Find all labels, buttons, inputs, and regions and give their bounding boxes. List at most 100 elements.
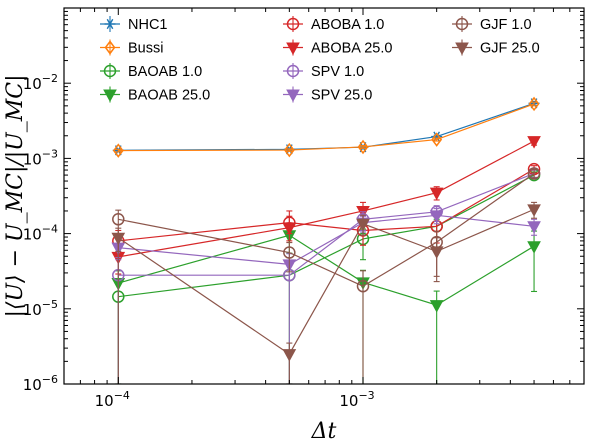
marker-diamond [431,132,443,147]
marker-circle [286,17,300,31]
series-line [118,172,535,287]
legend: NHC1 Bussi BAOAB 1.0 BAOAB 25.0 ABOBA 1.0 ABO… [100,16,540,104]
legend-item: Bussi [100,39,163,57]
legend-label: GJF 25.0 [480,41,540,57]
legend-item: GJF 25.0 [452,39,540,57]
marker-diamond [283,142,295,158]
marker-diamond [104,40,116,55]
legend-marker [286,64,300,78]
data-point [431,132,443,147]
y-axis-label: |⟨U⟩ − U_MC|/|U_MC| [3,75,28,318]
ticks-layer: 10−4 10−3 10−6 10−5 10−4 10−3 10−2 [23,7,585,410]
marker-triangle [527,241,541,254]
legend-marker [104,18,116,30]
marker-triangle [429,300,444,313]
marker-circle [455,17,469,31]
y-tick-label: 10−5 [23,298,58,319]
legend-marker [286,17,300,31]
data-point [527,167,541,180]
data-point [356,218,370,232]
y-tick-label: 10−3 [23,147,58,168]
legend-label: BAOAB 1.0 [128,64,202,80]
marker-circle [286,64,300,78]
data-point [527,241,541,254]
marker-triangle [455,42,469,56]
data-point [283,246,296,259]
legend-item: BAOAB 1.0 [100,63,202,80]
marker-triangle [286,42,300,56]
series-nhc1 [112,98,540,156]
data-point [528,96,540,112]
series-layer [111,96,541,384]
marker-diamond [112,143,124,158]
legend-item: ABOBA 25.0 [283,39,392,57]
legend-marker [455,17,469,31]
data-point [283,142,295,158]
data-point [111,232,126,246]
data-point [527,221,541,234]
marker-triangle [282,349,297,362]
legend-item: GJF 1.0 [452,16,532,33]
data-point [429,187,444,201]
data-point [429,246,444,259]
marker-diamond [528,96,540,112]
marker-triangle [429,187,444,201]
x-tick-label: 10−3 [339,389,374,410]
error-bar [433,237,440,283]
x-axis-label: Δt [311,419,337,444]
data-point [112,143,124,158]
legend-marker [103,64,117,78]
legend-label: GJF 1.0 [480,17,532,33]
marker-triangle [527,136,541,149]
legend-marker [103,89,117,103]
error-bar [531,230,538,293]
y-tick-label: 10−2 [23,72,58,93]
marker-circle [103,64,117,78]
data-point [357,139,369,155]
marker-triangle [103,89,117,103]
data-point [112,213,125,226]
legend-label: Bussi [128,41,163,57]
marker-triangle [429,246,444,259]
legend-item: SPV 25.0 [283,86,372,104]
data-point [356,279,370,293]
marker-triangle [111,232,126,246]
legend-item: BAOAB 25.0 [100,86,210,104]
error-bar [286,148,293,152]
series-spv-1-0 [112,167,541,384]
data-point [429,210,444,223]
marker-triangle [429,210,444,223]
series-baoab-1-0 [112,168,541,384]
legend-marker [286,89,300,103]
marker-diamond [357,139,369,155]
y-tick-label: 10−6 [23,373,58,394]
legend-label: SPV 25.0 [311,88,372,104]
marker-stroke [106,18,114,30]
legend-item: SPV 1.0 [283,63,364,80]
marker-triangle [527,221,541,234]
series-gjf-25-0 [111,201,541,384]
data-point [527,136,541,149]
legend-label: SPV 1.0 [311,64,364,80]
legend-marker [104,40,116,55]
legend-label: BAOAB 25.0 [128,88,210,104]
marker-triangle [282,222,297,236]
marker-circle [527,167,541,180]
legend-marker [455,42,469,56]
error-bar [115,148,122,153]
plot-frame [63,7,585,385]
series-line [118,168,535,242]
marker-circle [283,246,296,259]
legend-item: ABOBA 1.0 [283,16,384,33]
y-tick-label: 10−4 [23,223,58,244]
data-point [527,204,541,217]
legend-label: NHC1 [128,17,167,33]
data-point [429,300,444,313]
legend-label: ABOBA 1.0 [311,17,384,33]
series-aboba-1-0 [112,162,541,257]
legend-item: NHC1 [100,16,167,33]
data-point [282,222,297,236]
data-point [282,349,297,362]
marker-circle [112,213,125,226]
